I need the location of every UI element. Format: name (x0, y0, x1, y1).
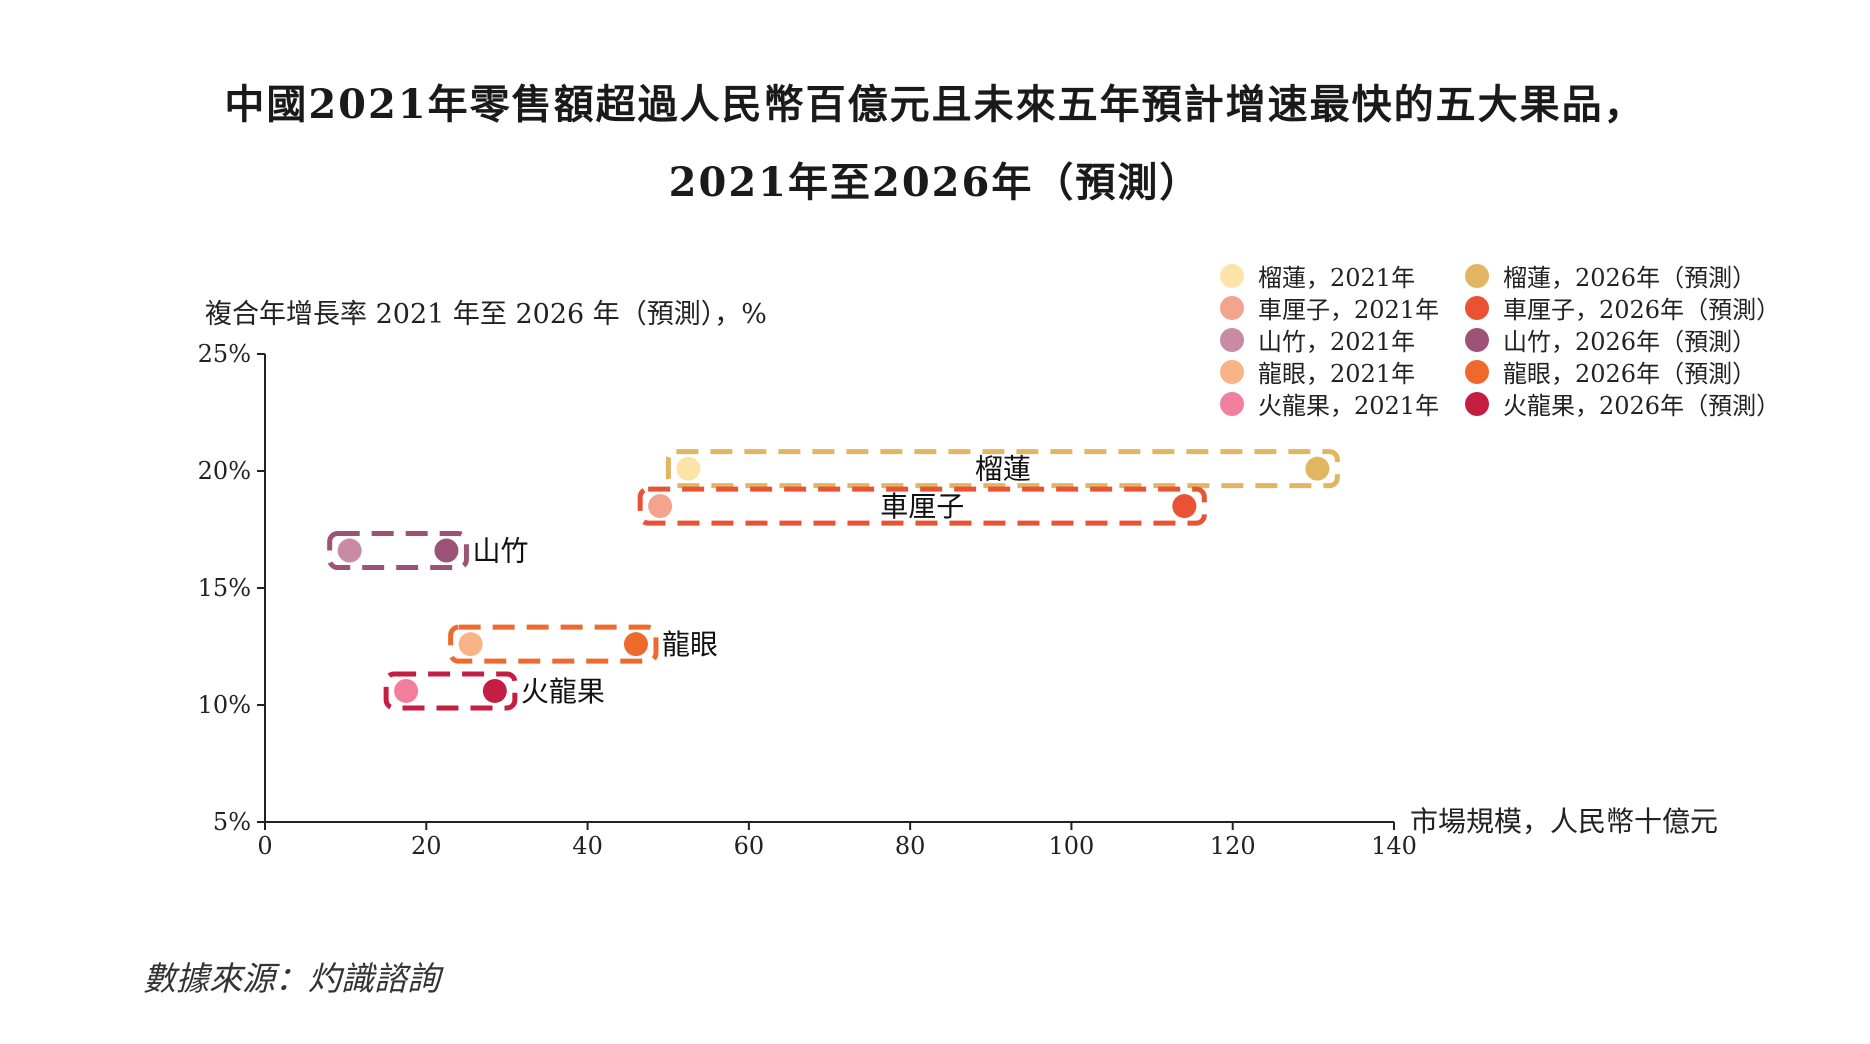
legend-item: 榴蓮，2021年 (1220, 258, 1415, 293)
point-2026 (1172, 494, 1197, 519)
legend-swatch (1465, 295, 1489, 320)
x-tick-label: 60 (734, 832, 765, 860)
y-tick-label: 25% (198, 340, 251, 368)
legend-label: 山竹，2026年（預測） (1503, 328, 1757, 356)
chart-title-line2: 2021年至2026年（預測） (668, 159, 1202, 206)
legend-label: 火龍果，2026年（預測） (1503, 392, 1781, 420)
y-tick-label: 5% (213, 808, 251, 836)
point-2021 (337, 538, 362, 563)
legend-swatch (1465, 327, 1489, 352)
x-tick-label: 140 (1371, 832, 1417, 860)
legend-item: 榴蓮，2026年（預測） (1465, 258, 1756, 293)
range-box (383, 671, 518, 711)
y-tick-label: 15% (198, 574, 251, 602)
point-2026 (482, 678, 507, 703)
legend-swatch (1220, 295, 1244, 320)
point-2026 (434, 538, 459, 563)
legend-label: 龍眼，2026年（預測） (1503, 360, 1757, 388)
range-box (665, 449, 1340, 489)
x-tick-label: 20 (411, 832, 442, 860)
point-2026 (623, 632, 648, 657)
legend-label: 火龍果，2021年 (1258, 392, 1440, 420)
legend-label: 車厘子，2026年（預測） (1503, 296, 1781, 324)
fruit-label: 龍眼 (662, 628, 718, 661)
legend-label: 榴蓮，2021年 (1258, 264, 1416, 292)
legend-swatch (1220, 359, 1244, 384)
point-2021 (394, 678, 419, 703)
y-tick-label: 20% (198, 457, 251, 485)
fruit-label: 火龍果 (521, 675, 605, 708)
legend-swatch (1220, 391, 1244, 416)
range-box (637, 486, 1207, 526)
point-2026 (1305, 456, 1330, 481)
x-tick-label: 120 (1210, 832, 1256, 860)
point-2021 (458, 632, 483, 657)
legend-swatch (1465, 263, 1489, 288)
legend-item: 龍眼，2021年 (1220, 354, 1415, 389)
legend-swatch (1220, 263, 1244, 288)
legend-item: 火龍果，2021年 (1220, 386, 1439, 421)
legend-item: 車厘子，2026年（預測） (1465, 290, 1780, 325)
legend-item: 龍眼，2026年（預測） (1465, 354, 1756, 389)
point-2021 (676, 456, 701, 481)
fruit-label: 山竹 (472, 535, 528, 568)
legend-swatch (1465, 391, 1489, 416)
legend-item: 火龍果，2026年（預測） (1465, 386, 1780, 421)
y-axis-label: 複合年增長率 2021 年至 2026 年（預測），% (205, 299, 767, 330)
chart-title-line1: 中國2021年零售額超過人民幣百億元且未來五年預計增速最快的五大果品， (224, 81, 1646, 128)
x-axis-label: 市場規模，人民幣十億元 (1410, 805, 1719, 838)
x-tick-label: 80 (895, 832, 926, 860)
x-tick-label: 100 (1049, 832, 1095, 860)
y-tick-label: 10% (198, 691, 251, 719)
fruit-label: 榴蓮 (975, 453, 1031, 486)
point-2021 (648, 494, 673, 519)
legend-label: 龍眼，2021年 (1258, 360, 1416, 388)
range-box (448, 624, 659, 664)
legend-item: 山竹，2026年（預測） (1465, 322, 1756, 357)
range-box (327, 531, 469, 571)
legend-swatch (1220, 327, 1244, 352)
legend-label: 山竹，2021年 (1258, 328, 1416, 356)
legend-label: 車厘子，2021年 (1258, 296, 1440, 324)
x-tick-label: 40 (572, 832, 603, 860)
legend-label: 榴蓮，2026年（預測） (1503, 264, 1757, 292)
legend-swatch (1465, 359, 1489, 384)
x-tick-label: 0 (257, 832, 272, 860)
source-note: 數據來源：灼識諮詢 (143, 959, 440, 998)
fruit-label: 車厘子 (880, 490, 964, 523)
legend-item: 車厘子，2021年 (1220, 290, 1439, 325)
legend-item: 山竹，2021年 (1220, 322, 1415, 357)
